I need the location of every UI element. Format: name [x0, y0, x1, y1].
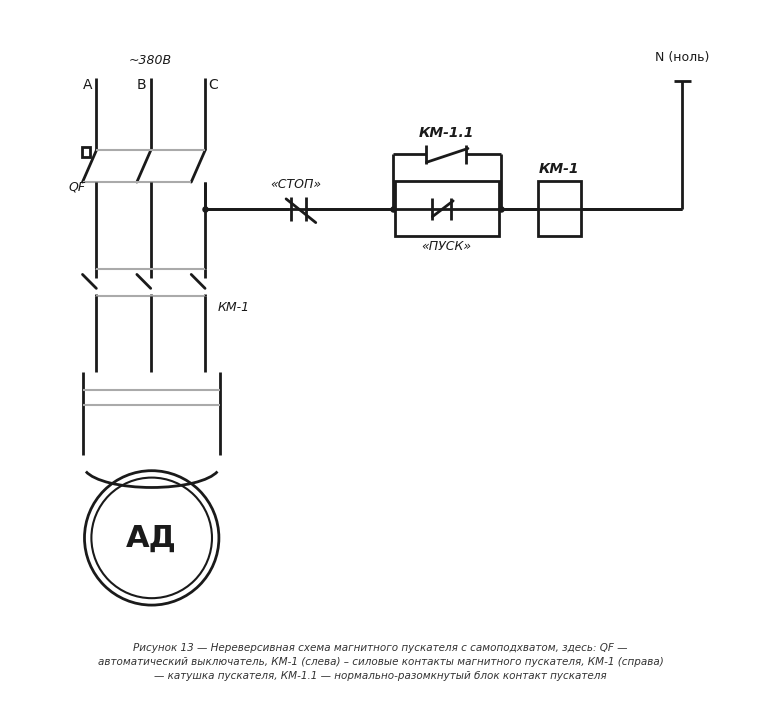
Text: АД: АД: [126, 523, 177, 552]
Text: «СТОП»: «СТОП»: [270, 178, 322, 191]
Text: ~380В: ~380В: [129, 54, 172, 67]
Text: QF: QF: [68, 181, 86, 194]
Text: КМ-1.1: КМ-1.1: [419, 125, 474, 140]
Text: C: C: [208, 78, 218, 92]
Text: «ПУСК»: «ПУСК»: [421, 239, 471, 253]
Bar: [81, 148, 91, 157]
Bar: [395, 181, 498, 237]
Text: КМ-1: КМ-1: [218, 301, 250, 314]
Text: A: A: [83, 78, 92, 92]
Text: КМ-1: КМ-1: [539, 162, 579, 176]
Bar: [538, 181, 581, 237]
Text: B: B: [137, 78, 147, 92]
Text: Рисунок 13 — Нереверсивная схема магнитного пускателя с самоподхватом, здесь: QF: Рисунок 13 — Нереверсивная схема магнитн…: [97, 642, 664, 680]
Text: N (ноль): N (ноль): [655, 52, 710, 65]
